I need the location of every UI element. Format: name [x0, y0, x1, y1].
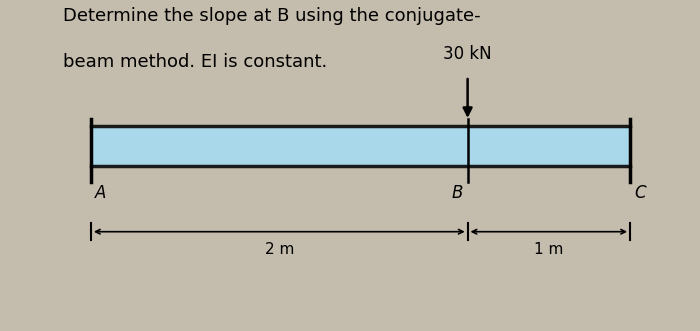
Text: 1 m: 1 m: [534, 242, 564, 257]
Text: Determine the slope at B using the conjugate-: Determine the slope at B using the conju…: [63, 7, 481, 24]
Text: C: C: [634, 184, 646, 202]
Text: beam method. EI is constant.: beam method. EI is constant.: [63, 53, 328, 71]
Bar: [91, 126, 630, 166]
Text: A: A: [94, 184, 106, 202]
Text: 30 kN: 30 kN: [443, 45, 492, 63]
Text: B: B: [452, 184, 463, 202]
Text: 2 m: 2 m: [265, 242, 294, 257]
